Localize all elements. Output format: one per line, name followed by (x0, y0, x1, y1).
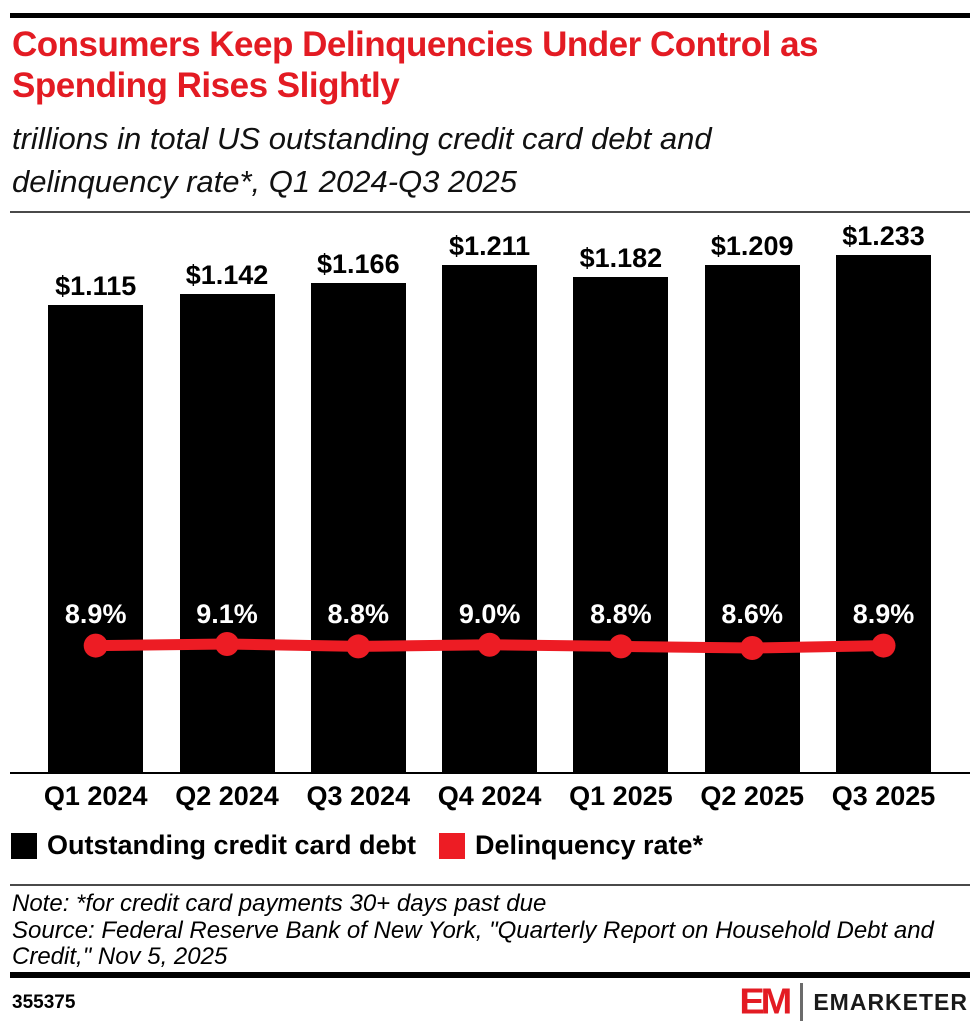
chart-id: 355375 (12, 992, 76, 1013)
emarketer-logo: EM EMARKETER (739, 983, 968, 1021)
legend-item-rate: Delinquency rate* (439, 830, 703, 861)
rate-value-label: 9.0% (458, 599, 521, 629)
x-axis-label: Q1 2025 (569, 781, 673, 811)
x-axis-label: Q2 2025 (700, 781, 804, 811)
logo-separator (800, 983, 804, 1021)
legend-item-debt: Outstanding credit card debt (11, 830, 416, 861)
x-axis-line (10, 772, 970, 774)
bar-value-label: $1.211 (449, 230, 531, 261)
top-rule (10, 13, 970, 18)
bar-q2-2024 (179, 293, 275, 772)
bar-value-label: $1.233 (842, 221, 925, 252)
chart-subtitle: trillions in total US outstanding credit… (12, 117, 962, 203)
bar-value-label: $1.115 (55, 270, 137, 301)
note-text: Note: *for credit card payments 30+ days… (12, 890, 547, 917)
rate-swatch-icon (439, 832, 465, 859)
bar-value-label: $1.209 (710, 231, 794, 262)
bottom-rule (10, 972, 970, 978)
rate-value-label: 9.1% (196, 599, 258, 629)
x-axis-label: Q4 2024 (437, 781, 542, 811)
chart-title: Consumers Keep Delinquencies Under Contr… (12, 24, 962, 106)
bar-value-label: $1.142 (185, 259, 269, 290)
rate-value-label: 8.6% (721, 599, 783, 629)
rate-value-label: 8.9% (64, 599, 127, 629)
header-divider (10, 211, 970, 213)
bar-q4-2024 (442, 264, 538, 772)
chart-title-line-1: Consumers Keep Delinquencies Under Contr… (12, 25, 819, 64)
rate-value-label: 8.9% (852, 599, 915, 629)
note-divider (10, 884, 970, 886)
legend-label-rate: Delinquency rate* (475, 830, 704, 860)
rate-value-label: 8.8% (590, 599, 652, 629)
bar-value-label: $1.182 (579, 242, 663, 273)
debt-swatch-icon (11, 832, 37, 859)
chart-subtitle-line-2: delinquency rate*, Q1 2024-Q3 2025 (12, 164, 517, 199)
source-text-line-1: Source: Federal Reserve Bank of New York… (12, 916, 934, 944)
emarketer-wordmark: EMARKETER (813, 988, 968, 1015)
legend-label-debt: Outstanding credit card debt (47, 830, 417, 860)
source-text-line-2: Credit," Nov 5, 2025 (12, 943, 228, 970)
chart-legend: Outstanding credit card debt Delinquency… (0, 830, 980, 860)
bar-q1-2024 (48, 304, 144, 772)
chart-subtitle-line-1: trillions in total US outstanding credit… (12, 121, 712, 156)
x-axis-label: Q2 2024 (175, 781, 279, 811)
emarketer-logo-mark-icon: EM (739, 982, 792, 1022)
bar-q2-2025 (704, 265, 800, 772)
note-source-block: Note: *for credit card payments 30+ days… (12, 890, 962, 971)
x-axis-label: Q3 2024 (306, 781, 411, 811)
bar-line-chart: $1.115 8.9% Q1 2024 $1.142 9.1% Q2 2024 $1.166… (0, 221, 980, 811)
rate-value-label: 8.8% (327, 599, 390, 629)
bar-q3-2025 (836, 255, 931, 772)
chart-title-line-2: Spending Rises Slightly (12, 66, 400, 105)
bar-q1-2025 (573, 276, 669, 772)
x-axis-label: Q3 2025 (831, 781, 936, 811)
x-axis-label: Q1 2024 (43, 781, 148, 811)
bar-value-label: $1.166 (317, 249, 400, 280)
bar-q3-2024 (310, 283, 406, 772)
